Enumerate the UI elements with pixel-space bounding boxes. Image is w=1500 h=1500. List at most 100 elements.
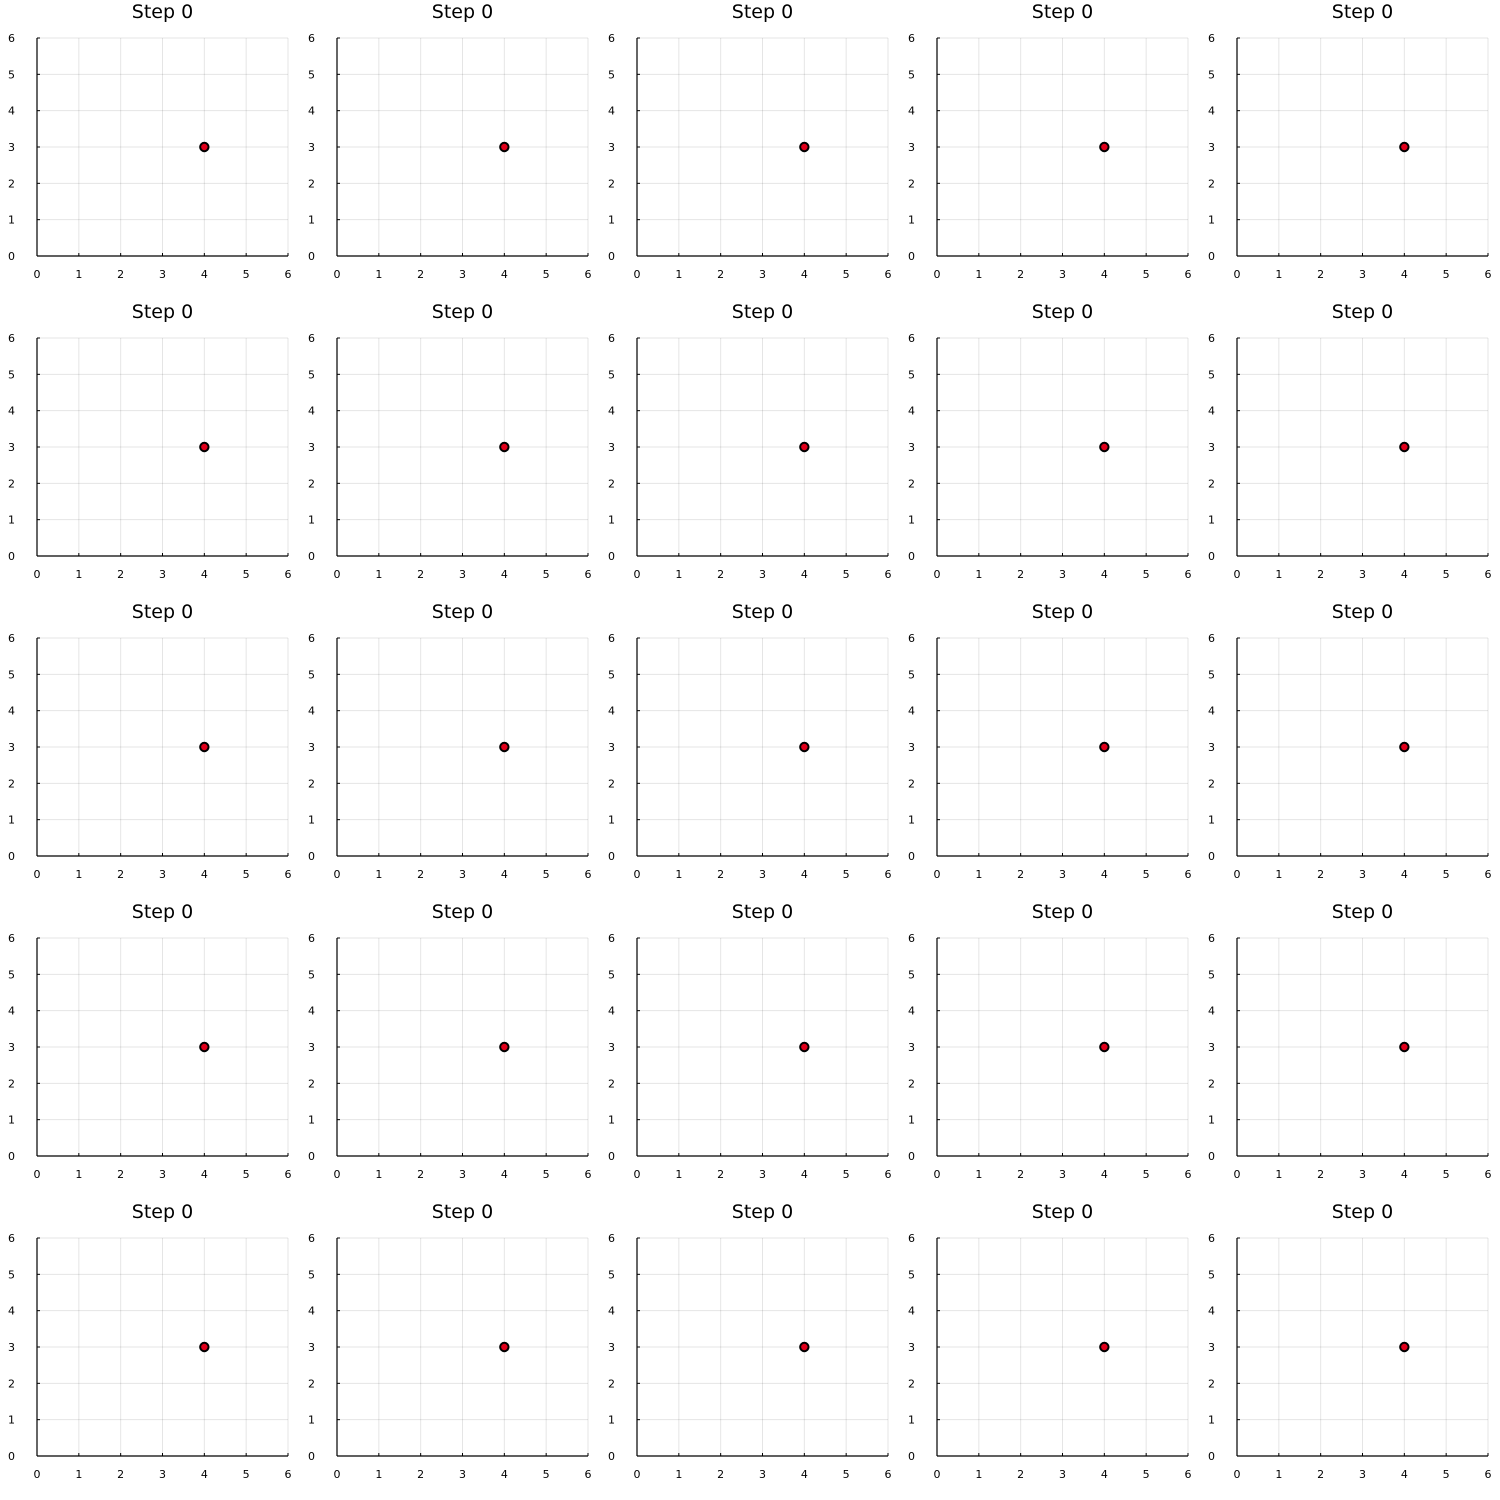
y-tick-label: 5 (308, 968, 315, 981)
x-tick-label: 6 (1485, 568, 1492, 581)
subplot-18: Step 0 0 1 2 3 4 5 6 0 1 2 3 4 5 6 (608, 901, 892, 1181)
y-tick-label: 2 (308, 1377, 315, 1390)
y-tick-label: 5 (1208, 68, 1215, 81)
x-tick-label: 4 (1401, 568, 1408, 581)
y-tick-label: 6 (1208, 632, 1215, 645)
x-tick-label: 4 (201, 868, 208, 881)
subplot-title: Step 0 (132, 301, 193, 323)
y-tick-label: 5 (608, 1268, 615, 1281)
x-tick-label: 6 (885, 868, 892, 881)
x-tick-label: 0 (1234, 1468, 1241, 1481)
y-tick-label: 3 (908, 1041, 915, 1054)
subplot-title: Step 0 (732, 301, 793, 323)
x-tick-label: 5 (543, 568, 550, 581)
x-tick-label: 4 (201, 1168, 208, 1181)
y-tick-label: 4 (908, 405, 915, 418)
y-tick-label: 1 (308, 1114, 315, 1127)
x-tick-label: 2 (417, 868, 424, 881)
subplot-title: Step 0 (1332, 601, 1393, 623)
x-tick-label: 0 (34, 568, 41, 581)
y-tick-label: 2 (8, 1377, 15, 1390)
y-tick-label: 1 (908, 214, 915, 227)
x-tick-label: 4 (1101, 1168, 1108, 1181)
x-tick-label: 1 (375, 868, 382, 881)
x-tick-label: 1 (1275, 868, 1282, 881)
x-tick-label: 3 (759, 268, 766, 281)
x-tick-label: 0 (634, 1168, 641, 1181)
subplot-13: Step 0 0 1 2 3 4 5 6 0 1 2 3 4 5 6 (608, 601, 892, 881)
subplot-25: Step 0 0 1 2 3 4 5 6 0 1 2 3 4 5 6 (1208, 1201, 1492, 1481)
x-tick-label: 2 (717, 1468, 724, 1481)
subplot-title: Step 0 (1332, 901, 1393, 923)
x-tick-label: 4 (501, 1468, 508, 1481)
x-tick-label: 1 (975, 1168, 982, 1181)
subplot-10: Step 0 0 1 2 3 4 5 6 0 1 2 3 4 5 6 (1208, 301, 1492, 581)
y-tick-label: 0 (308, 850, 315, 863)
y-tick-label: 3 (908, 141, 915, 154)
y-tick-label: 6 (1208, 332, 1215, 345)
y-tick-label: 3 (308, 441, 315, 454)
subplot-21: Step 0 0 1 2 3 4 5 6 0 1 2 3 4 5 6 (8, 1201, 292, 1481)
y-tick-label: 4 (1208, 1005, 1215, 1018)
x-tick-label: 0 (334, 568, 341, 581)
y-tick-label: 0 (8, 250, 15, 263)
x-tick-label: 0 (1234, 568, 1241, 581)
y-tick-label: 0 (908, 250, 915, 263)
subplot-3: Step 0 0 1 2 3 4 5 6 0 1 2 3 4 5 6 (608, 1, 892, 281)
x-tick-label: 6 (885, 1168, 892, 1181)
x-tick-label: 2 (1017, 868, 1024, 881)
y-tick-label: 1 (908, 1414, 915, 1427)
data-point (1099, 1341, 1110, 1353)
subplot-2: Step 0 0 1 2 3 4 5 6 0 1 2 3 4 5 6 (308, 1, 592, 281)
x-tick-label: 5 (243, 868, 250, 881)
y-tick-label: 6 (608, 1232, 615, 1245)
y-tick-label: 4 (308, 405, 315, 418)
data-point (499, 741, 510, 753)
y-tick-label: 2 (8, 1077, 15, 1090)
x-tick-label: 2 (417, 1468, 424, 1481)
x-tick-label: 4 (1101, 268, 1108, 281)
subplot-12: Step 0 0 1 2 3 4 5 6 0 1 2 3 4 5 6 (308, 601, 592, 881)
y-tick-label: 2 (308, 477, 315, 490)
x-tick-label: 5 (1443, 568, 1450, 581)
x-tick-label: 2 (1017, 1168, 1024, 1181)
y-tick-label: 3 (1208, 1341, 1215, 1354)
y-tick-label: 6 (608, 932, 615, 945)
y-tick-label: 4 (1208, 1305, 1215, 1318)
x-tick-label: 6 (285, 868, 292, 881)
x-tick-label: 0 (1234, 868, 1241, 881)
x-tick-label: 2 (717, 1168, 724, 1181)
y-tick-label: 4 (908, 105, 915, 118)
x-tick-label: 6 (1185, 568, 1192, 581)
x-tick-label: 2 (117, 568, 124, 581)
y-tick-label: 3 (608, 441, 615, 454)
data-point (499, 141, 510, 153)
x-tick-label: 4 (1401, 868, 1408, 881)
y-tick-label: 5 (908, 968, 915, 981)
y-tick-label: 5 (608, 668, 615, 681)
x-tick-label: 5 (843, 1468, 850, 1481)
data-point (799, 1041, 810, 1053)
x-tick-label: 5 (1443, 268, 1450, 281)
x-tick-label: 1 (975, 1468, 982, 1481)
x-tick-label: 4 (801, 268, 808, 281)
data-point (499, 441, 510, 453)
y-tick-label: 2 (8, 777, 15, 790)
y-tick-label: 1 (308, 214, 315, 227)
x-tick-label: 3 (1359, 568, 1366, 581)
x-tick-label: 2 (117, 1168, 124, 1181)
y-tick-label: 2 (608, 1377, 615, 1390)
y-tick-label: 4 (308, 705, 315, 718)
x-tick-label: 1 (75, 268, 82, 281)
subplot-title: Step 0 (432, 301, 493, 323)
y-tick-label: 2 (308, 777, 315, 790)
y-tick-label: 4 (308, 105, 315, 118)
y-tick-label: 3 (8, 741, 15, 754)
x-tick-label: 6 (1185, 1468, 1192, 1481)
x-tick-label: 1 (375, 268, 382, 281)
x-tick-label: 2 (417, 568, 424, 581)
x-tick-label: 3 (1059, 868, 1066, 881)
y-tick-label: 0 (608, 1450, 615, 1463)
x-tick-label: 2 (1317, 868, 1324, 881)
